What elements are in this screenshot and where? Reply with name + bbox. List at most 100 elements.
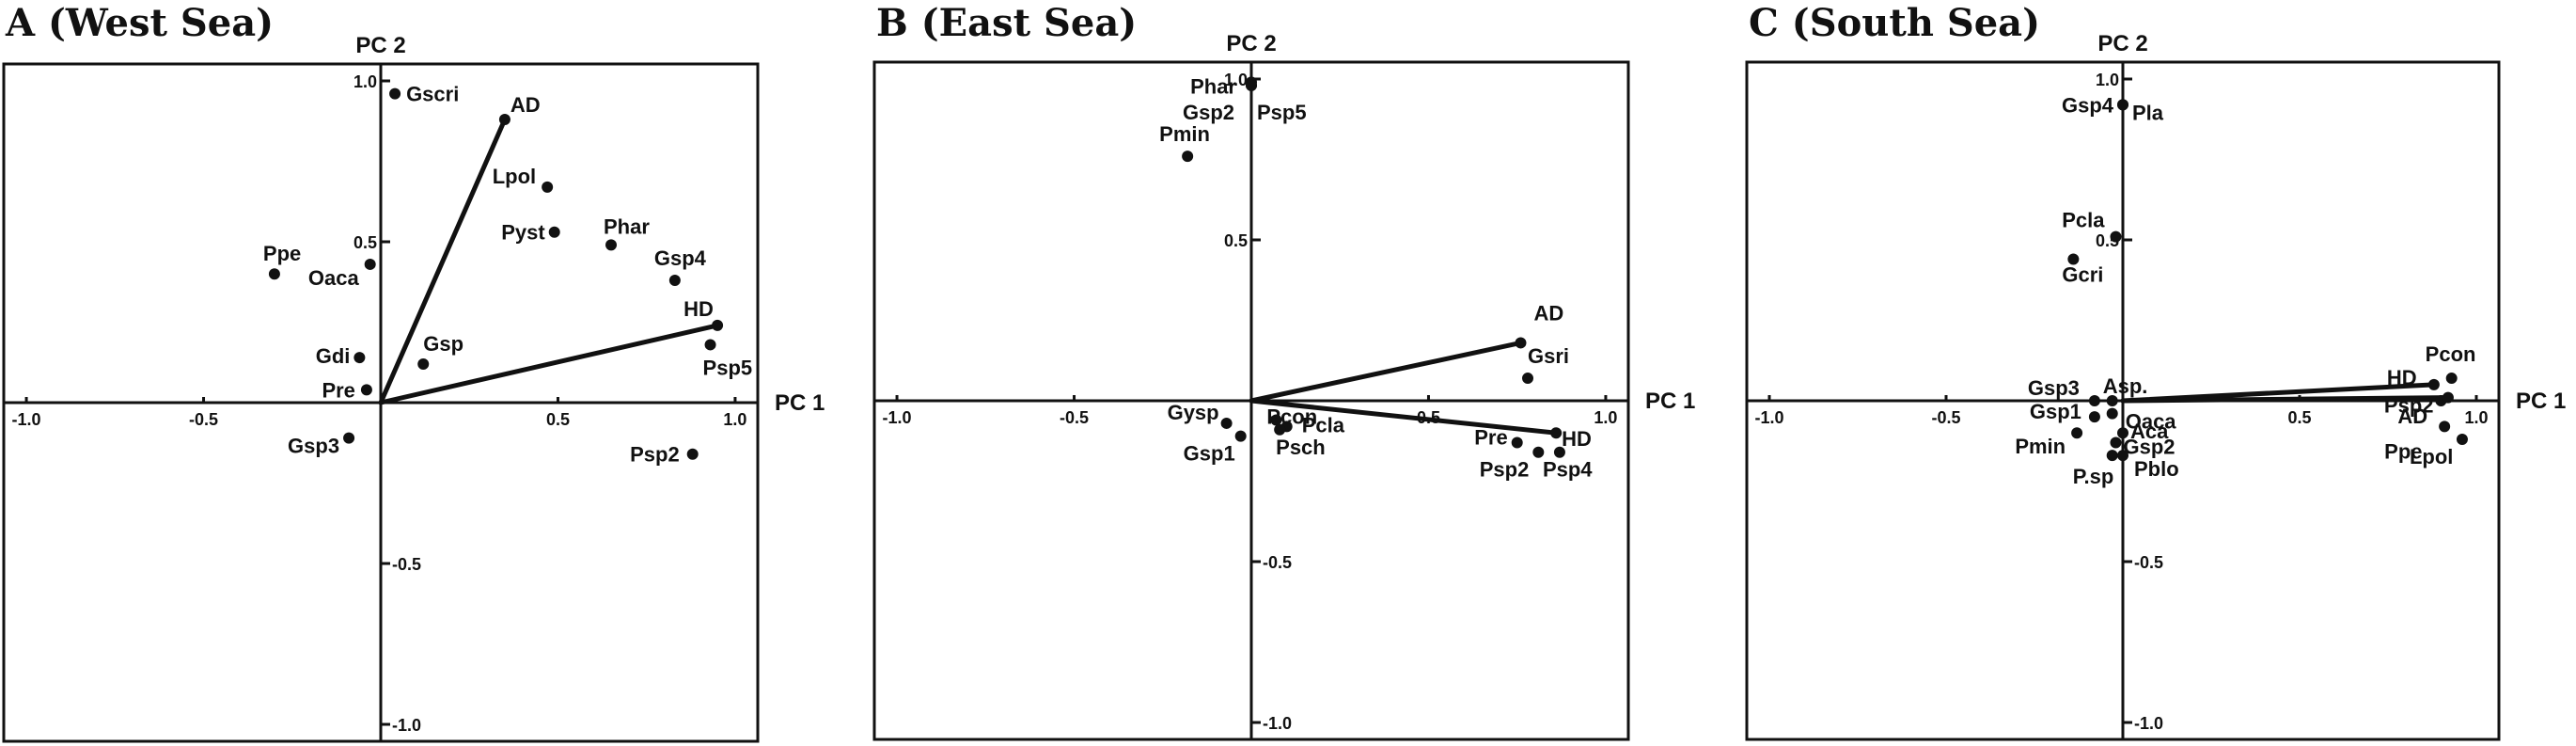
y-tick-label: 1.0	[2096, 71, 2119, 89]
point-pcon	[2445, 373, 2458, 385]
point-pcla	[2110, 230, 2122, 243]
point-gsp1	[2088, 411, 2100, 423]
label-pcon: Pcon	[2426, 342, 2476, 366]
vector-ad	[378, 117, 508, 405]
label-p-sp: P.sp	[2073, 465, 2114, 488]
point-aca	[2117, 427, 2128, 439]
x-tick-label: -1.0	[1754, 408, 1783, 427]
point-gsp3	[2088, 395, 2100, 406]
point-pla	[2117, 99, 2128, 111]
vector-hd	[1249, 398, 1559, 436]
label-pcon: Pcon	[1266, 405, 1317, 429]
vector-end-ad	[1515, 337, 1527, 349]
x-tick-label: -0.5	[1931, 408, 1960, 427]
point-p-sp	[2106, 450, 2118, 462]
label-pmin: Pmin	[1159, 122, 1210, 146]
y-tick-label: -1.0	[1263, 714, 1292, 733]
x-tick-label: -1.0	[883, 408, 912, 427]
point-pyst	[548, 226, 560, 238]
label-gsp3: Gsp3	[2028, 376, 2080, 400]
vector-end-psp2	[2442, 391, 2454, 404]
point-oaca	[2106, 407, 2118, 420]
y-tick-label: 0.5	[353, 233, 377, 252]
x-tick-label: -1.0	[12, 410, 41, 429]
point-oaca	[364, 258, 376, 270]
x-tick-label: 0.5	[2287, 408, 2311, 427]
label-pla: Pla	[2132, 101, 2164, 124]
vector-ad	[1249, 340, 1523, 404]
point-gcri	[2067, 253, 2080, 265]
vector-end-hd	[2427, 378, 2440, 390]
label-ad: AD	[2397, 405, 2427, 428]
label-ad: AD	[1533, 301, 1563, 325]
label-gcri: Gcri	[2062, 263, 2103, 287]
point-gsp1	[1234, 430, 1247, 442]
vector-end-hd	[712, 319, 724, 331]
point-gsri	[1522, 373, 1534, 385]
x-tick-label: 1.0	[2464, 408, 2488, 427]
y-axis-title: PC 2	[1226, 31, 1276, 56]
y-axis-title: PC 2	[355, 33, 405, 58]
y-tick-label: -0.5	[2134, 553, 2163, 572]
vector-hd	[378, 323, 720, 405]
label-hd: HD	[2387, 366, 2417, 389]
label-hd: HD	[1562, 427, 1592, 451]
label-phar: Phar	[604, 214, 650, 238]
label-pmin: Pmin	[2015, 435, 2066, 458]
y-tick-label: 1.0	[1224, 71, 1248, 89]
label-gsp: Gsp	[423, 332, 463, 356]
point-gsp2	[2110, 436, 2122, 449]
point-pmin	[1182, 151, 1194, 163]
point-lpol	[542, 181, 554, 193]
point-ppe	[268, 268, 280, 280]
y-tick-label: 1.0	[353, 72, 377, 91]
label-psp5: Psp5	[1257, 101, 1307, 124]
label-hd: HD	[683, 297, 714, 321]
point-ppe	[2439, 421, 2451, 433]
label-psch: Psch	[1276, 436, 1326, 459]
point-gsp3	[343, 432, 355, 444]
label-psp5: Psp5	[703, 356, 753, 379]
label-gdi: Gdi	[316, 344, 351, 368]
label-gsri: Gsri	[1528, 344, 1569, 368]
y-tick-label: -1.0	[2134, 714, 2163, 733]
panel-title: B (East Sea)	[876, 1, 1137, 45]
point-pblo	[2117, 450, 2128, 462]
label-gsp4: Gsp4	[2062, 93, 2114, 117]
panel-south-sea: C (South Sea) PC 2PC 1-1.0 -0.5 0.5 1.01.00.…	[1745, 1, 2566, 741]
x-tick-label: 0.5	[546, 410, 570, 429]
x-tick-label: -0.5	[1060, 408, 1089, 427]
point-phar	[605, 239, 618, 251]
point-lpol	[2456, 434, 2468, 446]
vector-end-ad	[498, 114, 510, 126]
label-pyst: Pyst	[501, 221, 545, 245]
point-psp4	[1553, 446, 1565, 458]
label-pcla: Pcla	[1302, 413, 1345, 436]
point-pcon	[1270, 414, 1282, 426]
label-ppe: Ppe	[263, 242, 301, 265]
label-gsp2: Gsp2	[2123, 435, 2175, 458]
label-gsp1: Gsp1	[1184, 442, 1235, 466]
label-gsp3: Gsp3	[288, 435, 339, 458]
point-psp5	[1246, 79, 1257, 91]
point-psp2	[686, 448, 699, 460]
label-gsp2: Gsp2	[1183, 101, 1234, 124]
y-tick-label: -0.5	[1263, 553, 1292, 572]
x-tick-label: 1.0	[1594, 408, 1617, 427]
label-psp4: Psp4	[1543, 458, 1593, 482]
label-psp2: Psp2	[2384, 394, 2434, 418]
point-psp5	[704, 339, 716, 351]
panel-west-sea: A (West Sea) PC 2 PC 1 -1.0 -0.5 0.5 1.0 1.0 0.5…	[2, 1, 825, 743]
x-axis-title: PC 1	[1645, 389, 1695, 414]
panel-title: C (South Sea)	[1749, 1, 2040, 45]
label-gscri: Gscri	[406, 83, 459, 106]
y-axis-title: PC 2	[2097, 31, 2147, 56]
point-psch	[1274, 423, 1286, 436]
vector-end-hd	[1550, 427, 1563, 439]
vector-psp2	[2120, 395, 2451, 404]
label-lpol: Lpol	[2410, 445, 2453, 468]
panel-east-sea: B (East Sea)PC 2PC 1-1.0-0.50.51.01.00.5…	[872, 1, 1695, 741]
label-lpol: Lpol	[493, 165, 536, 188]
label-psp2: Psp2	[1480, 458, 1530, 482]
